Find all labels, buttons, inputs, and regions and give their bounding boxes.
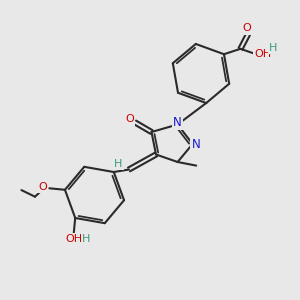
Text: N: N [173, 116, 182, 129]
Text: O: O [38, 182, 47, 192]
Text: H: H [82, 234, 91, 244]
Text: O: O [125, 114, 134, 124]
Text: N: N [192, 137, 201, 151]
Text: H: H [269, 43, 278, 52]
Text: H: H [114, 159, 123, 169]
Text: OH: OH [254, 49, 271, 58]
Text: O: O [242, 23, 251, 33]
Text: OH: OH [66, 234, 83, 244]
